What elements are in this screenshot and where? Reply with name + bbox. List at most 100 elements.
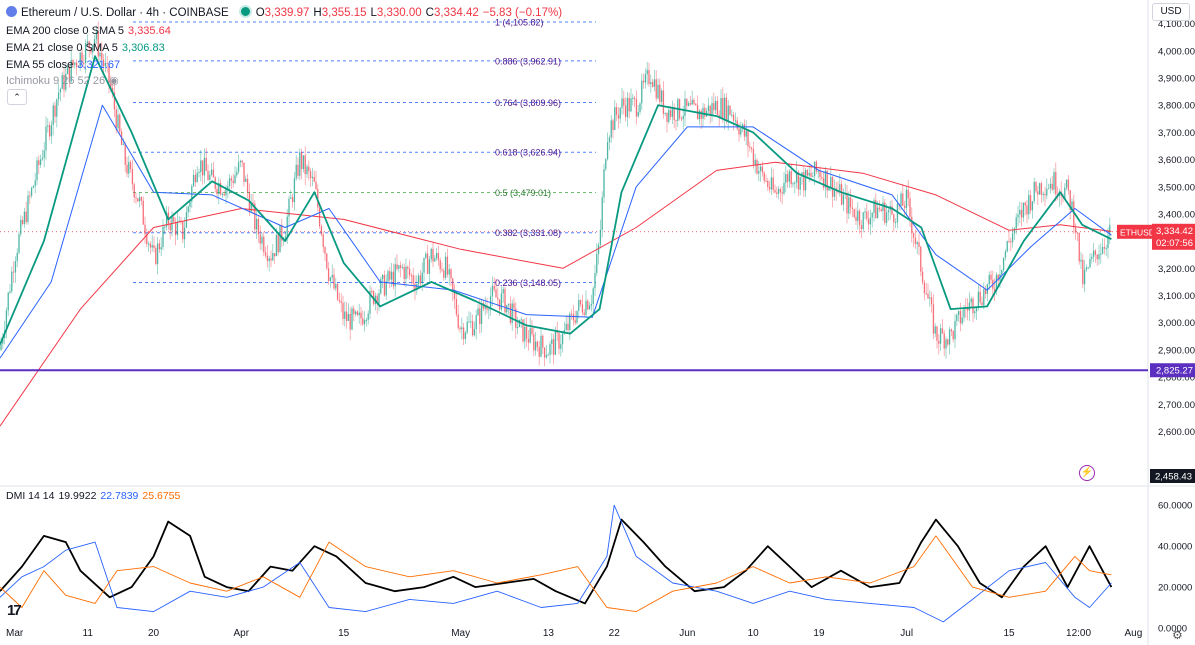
candle-body xyxy=(720,98,722,118)
candle-body xyxy=(138,197,141,202)
candle-body xyxy=(25,211,27,222)
candle-body xyxy=(428,259,431,274)
candle-body xyxy=(687,103,690,106)
gear-icon[interactable]: ⚙ xyxy=(1172,628,1183,642)
candle-body xyxy=(1053,172,1055,190)
candle-body xyxy=(749,146,751,148)
candle-body xyxy=(1024,202,1026,206)
l-label: L xyxy=(370,7,377,19)
candle-body xyxy=(711,103,713,115)
candle-body xyxy=(750,147,753,149)
fibonacci-retracement[interactable]: 1 (4,105.82) 0.886 (3,962.91) 0.764 (3,809… xyxy=(0,18,1148,288)
candle-body xyxy=(729,105,731,115)
candle-body xyxy=(1098,254,1100,260)
symbol-title: Ethereum / U.S. Dollar · 4h · COINBASE xyxy=(21,7,229,19)
candle-body xyxy=(1042,194,1044,196)
close-value: 3,334.42 xyxy=(433,7,479,19)
candle-body xyxy=(518,319,521,328)
ichimoku-legend[interactable]: Ichimoku 9 26 52 26 ◉ xyxy=(6,74,123,87)
candle-body xyxy=(534,341,537,351)
candle-body xyxy=(916,242,918,244)
ethereum-icon xyxy=(6,6,17,17)
candles xyxy=(0,21,1111,367)
candle-body xyxy=(603,169,605,198)
candle-body xyxy=(840,184,843,205)
candle-body xyxy=(738,128,740,135)
price-tick-label: 3,000.00 xyxy=(1158,318,1195,329)
candle-body xyxy=(770,177,773,190)
candle-body xyxy=(768,187,771,190)
candle-body xyxy=(984,289,987,294)
ema200-legend[interactable]: EMA 200 close 0 SMA 5 3,335.64 xyxy=(6,25,175,37)
dmi-legend[interactable]: DMI 14 14 19.9922 22.7839 25.6755 xyxy=(6,490,184,502)
candle-body xyxy=(387,271,389,282)
candle-body xyxy=(129,162,132,170)
candle-body xyxy=(212,169,215,178)
candle-body xyxy=(885,212,888,223)
candle-body xyxy=(345,311,348,321)
candle-body xyxy=(538,347,540,357)
candle-body xyxy=(513,303,515,309)
low-value: 3,330.00 xyxy=(376,7,422,19)
candle-body xyxy=(925,293,927,295)
candle-body xyxy=(1091,256,1093,259)
candle-body xyxy=(165,212,168,227)
countdown-text: 02:07:56 xyxy=(1156,238,1193,249)
candle-body xyxy=(956,314,958,321)
time-tick-label: Apr xyxy=(234,628,250,639)
candle-body xyxy=(77,66,80,68)
ema55-legend[interactable]: EMA 55 close 3,321.67 xyxy=(6,59,124,71)
candle-body xyxy=(290,197,292,199)
eye-hidden-icon[interactable]: ◉ xyxy=(109,75,119,87)
price-tick-label: 2,800.00 xyxy=(1158,373,1195,384)
candle-body xyxy=(689,103,692,105)
candle-body xyxy=(516,327,519,329)
candle-body xyxy=(473,328,476,336)
candle-body xyxy=(477,308,479,316)
candle-body xyxy=(480,303,483,325)
candle-body xyxy=(747,130,749,147)
price-scale[interactable]: 4,100.00 4,000.00 3,900.00 3,800.00 3,700.00… xyxy=(1158,19,1195,634)
candle-body xyxy=(596,253,598,274)
ema21-line xyxy=(0,55,1112,345)
lightning-icon[interactable]: ⚡ xyxy=(1079,465,1095,481)
candle-body xyxy=(948,329,951,345)
candle-body xyxy=(288,198,290,217)
candle-body xyxy=(41,157,44,160)
candle-body xyxy=(824,170,827,188)
candle-body xyxy=(911,216,913,234)
candle-body xyxy=(272,253,274,261)
collapse-legend-button[interactable]: ⌃ xyxy=(7,89,27,105)
candle-body xyxy=(99,52,101,57)
dmi-series-0 xyxy=(0,518,1113,605)
candle-body xyxy=(381,274,384,280)
candle-body xyxy=(293,178,296,203)
candle-body xyxy=(486,306,488,310)
ema21-legend[interactable]: EMA 21 close 0 SMA 5 3,306.83 xyxy=(6,42,169,54)
time-tick-label: 15 xyxy=(1004,628,1016,639)
candle-body xyxy=(792,183,794,185)
candle-body xyxy=(700,110,702,119)
candle-body xyxy=(1092,250,1095,257)
candle-body xyxy=(203,157,206,176)
candle-body xyxy=(218,183,220,195)
candle-body xyxy=(187,206,189,213)
candle-body xyxy=(686,98,688,106)
candle-body xyxy=(390,271,393,280)
time-axis[interactable]: Mar 11 20 Apr 15 May 13 22 Jun 10 19 Jul 15 12:00 Aug xyxy=(6,628,1142,639)
symbol-legend[interactable]: Ethereum / U.S. Dollar · 4h · COINBASE O3… xyxy=(6,5,566,19)
candle-body xyxy=(909,198,911,217)
ema21-value: 3,306.83 xyxy=(121,42,165,54)
candle-body xyxy=(1031,201,1034,211)
candle-body xyxy=(216,188,218,195)
candle-body xyxy=(261,236,263,244)
fib-level-label: 0.5 (3,479.01) xyxy=(495,188,551,198)
candle-body xyxy=(588,305,591,310)
candle-body xyxy=(178,220,180,222)
currency-selector[interactable]: USD xyxy=(1152,3,1190,21)
support-price-tag xyxy=(1150,363,1195,378)
candle-body xyxy=(669,110,672,117)
candle-body xyxy=(1085,267,1088,270)
candle-body xyxy=(644,74,647,83)
